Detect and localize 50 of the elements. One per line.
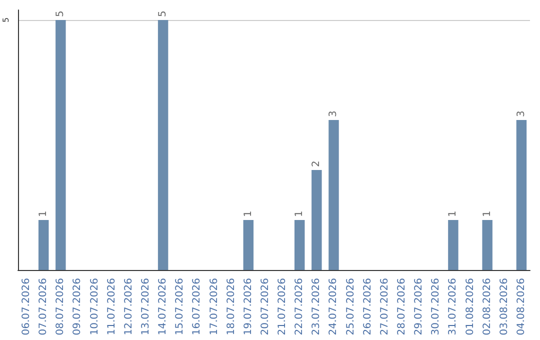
- x-tick-label: 22.07.2026: [294, 278, 306, 336]
- x-tick-label: 12.07.2026: [123, 278, 134, 336]
- bar: [243, 220, 254, 270]
- x-tick-label: 17.07.2026: [208, 278, 220, 336]
- bar: [294, 220, 305, 270]
- x-tick-label: 04.08.2026: [516, 278, 527, 336]
- x-tick-label: 09.07.2026: [72, 278, 84, 336]
- data-label: 5: [55, 10, 66, 17]
- x-tick-label: 31.07.2026: [448, 278, 459, 336]
- data-label: 3: [328, 110, 340, 117]
- x-tick-label: 14.07.2026: [158, 278, 169, 336]
- bar: [328, 120, 339, 270]
- data-label: 1: [294, 210, 306, 217]
- x-tick-label: 29.07.2026: [414, 278, 425, 336]
- bar: [38, 220, 49, 270]
- data-label: 5: [158, 10, 169, 17]
- bar: [516, 120, 527, 270]
- bar: [448, 220, 458, 270]
- x-tick-label: 20.07.2026: [260, 278, 271, 336]
- data-label: 1: [242, 210, 254, 217]
- x-tick-label: 28.07.2026: [396, 278, 408, 336]
- x-tick-label: 13.07.2026: [140, 278, 152, 336]
- data-label: 3: [516, 110, 527, 117]
- x-tick-label: 03.08.2026: [498, 278, 510, 336]
- x-tick-label: 07.07.2026: [38, 278, 50, 336]
- x-tick-label: 27.07.2026: [379, 278, 390, 336]
- data-label: 1: [448, 210, 459, 217]
- x-tick-label: 18.07.2026: [226, 278, 237, 336]
- x-tick-label: 25.07.2026: [345, 278, 356, 336]
- x-tick-label: 30.07.2026: [430, 278, 442, 336]
- data-label: 1: [482, 210, 493, 217]
- x-tick-label: 11.07.2026: [106, 278, 118, 336]
- x-tick-label: 01.08.2026: [464, 278, 476, 336]
- x-tick-label: 06.07.2026: [21, 278, 32, 336]
- x-tick-label: 10.07.2026: [89, 278, 100, 336]
- x-tick-label: 08.07.2026: [55, 278, 66, 336]
- x-tick-label: 21.07.2026: [277, 278, 288, 336]
- x-tick-label: 23.07.2026: [311, 278, 322, 336]
- data-label: 1: [38, 210, 50, 217]
- bar: [158, 20, 168, 270]
- bar: [312, 170, 322, 270]
- bar: [482, 220, 492, 270]
- x-tick-label: 24.07.2026: [328, 278, 340, 336]
- x-tick-label: 15.07.2026: [174, 278, 186, 336]
- x-tick-label: 16.07.2026: [192, 278, 203, 336]
- data-label: 2: [311, 160, 322, 167]
- x-tick-label: 19.07.2026: [242, 278, 254, 336]
- bar: [56, 20, 66, 270]
- x-tick-label: 26.07.2026: [362, 278, 374, 336]
- x-tick-label: 02.08.2026: [482, 278, 493, 336]
